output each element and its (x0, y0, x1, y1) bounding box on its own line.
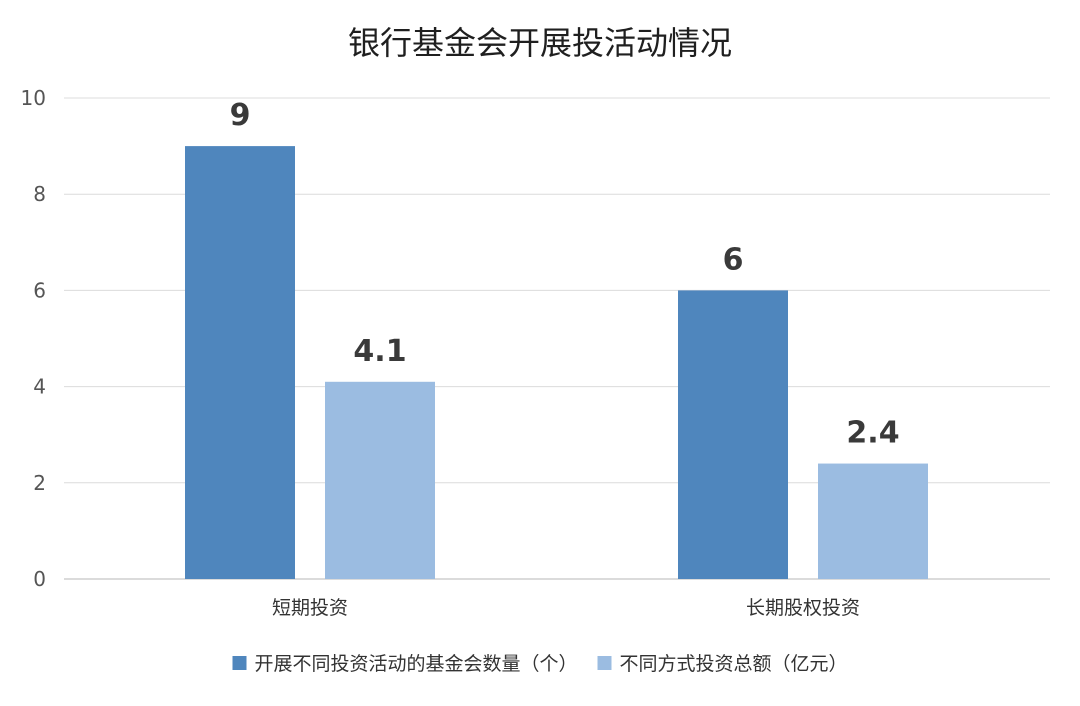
data-label: 2.4 (846, 416, 899, 451)
y-tick-label: 10 (21, 86, 46, 110)
data-label: 9 (230, 98, 251, 133)
x-axis: 短期投资 长期股权投资 (272, 597, 860, 619)
x-category-label: 长期股权投资 (746, 597, 860, 619)
y-tick-label: 6 (33, 278, 46, 302)
chart-title: 银行基金会开展投活动情况 (348, 24, 732, 62)
data-label: 4.1 (353, 334, 406, 369)
legend-label: 不同方式投资总额（亿元） (620, 653, 848, 675)
y-tick-label: 4 (33, 375, 46, 399)
x-category-label: 短期投资 (272, 597, 348, 619)
data-labels: 9 4.1 6 2.4 (230, 98, 900, 450)
legend-label: 开展不同投资活动的基金会数量（个） (255, 653, 578, 675)
y-axis: 0 2 4 6 8 10 (21, 86, 46, 591)
bar (185, 146, 295, 579)
y-tick-label: 8 (33, 182, 46, 206)
data-label: 6 (723, 242, 744, 277)
bar (325, 381, 435, 579)
legend-swatch (597, 656, 612, 670)
bar (678, 290, 788, 579)
y-tick-label: 2 (33, 471, 46, 495)
y-tick-label: 0 (33, 567, 46, 591)
bars (185, 146, 928, 579)
legend-swatch (232, 656, 247, 670)
legend: 开展不同投资活动的基金会数量（个） 不同方式投资总额（亿元） (232, 653, 848, 675)
bar (818, 463, 928, 579)
